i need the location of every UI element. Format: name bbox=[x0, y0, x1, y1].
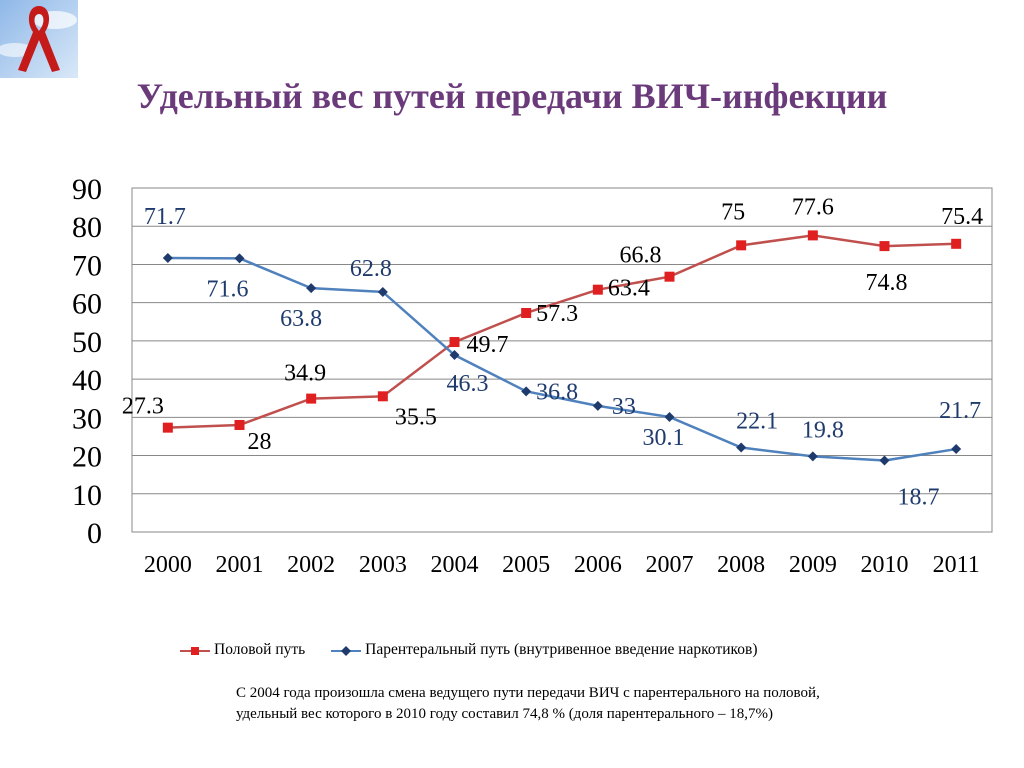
point-marker-diamond bbox=[521, 386, 532, 397]
data-label: 74.8 bbox=[866, 270, 908, 296]
point-marker-square bbox=[807, 230, 818, 241]
data-label: 66.8 bbox=[620, 243, 662, 269]
legend-item-sexual: Половой путь bbox=[180, 641, 305, 659]
point-marker-square bbox=[521, 307, 532, 318]
point-marker-diamond bbox=[879, 455, 890, 466]
data-label: 36.8 bbox=[536, 379, 578, 405]
point-marker-diamond bbox=[449, 350, 460, 361]
data-label: 75.4 bbox=[941, 204, 983, 230]
y-tick-label: 80 bbox=[72, 211, 102, 244]
legend-item-parenteral: Парентеральный путь (внутривенное введен… bbox=[331, 641, 758, 659]
page-title: Удельный вес путей передачи ВИЧ-инфекции bbox=[136, 76, 888, 116]
point-marker-diamond bbox=[951, 444, 962, 455]
y-tick-label: 50 bbox=[72, 326, 102, 359]
x-tick-label: 2011 bbox=[933, 552, 980, 578]
data-label: 35.5 bbox=[395, 404, 437, 430]
y-tick-label: 10 bbox=[72, 479, 102, 512]
point-marker-diamond bbox=[377, 286, 388, 297]
data-label: 63.8 bbox=[280, 306, 322, 332]
data-label: 71.6 bbox=[207, 276, 249, 302]
data-label: 34.9 bbox=[284, 361, 326, 387]
x-tick-label: 2008 bbox=[717, 552, 765, 578]
legend-label-sexual: Половой путь bbox=[214, 641, 306, 659]
y-axis: 0 10 20 30 40 50 60 70 80 90 bbox=[72, 173, 102, 550]
data-label: 57.3 bbox=[536, 301, 578, 327]
x-tick-label: 2002 bbox=[287, 552, 335, 578]
note-line-2: удельный вес которого в 2010 году состав… bbox=[236, 706, 773, 722]
y-tick-label: 30 bbox=[72, 402, 102, 435]
x-axis: 2000 2001 2002 2003 2004 2005 2006 2007 2008 2009… bbox=[144, 552, 980, 578]
series-line-sexual bbox=[167, 234, 957, 429]
x-tick-label: 2004 bbox=[431, 552, 479, 578]
data-label: 22.1 bbox=[736, 409, 778, 435]
data-label: 28 bbox=[248, 429, 272, 455]
data-label: 33 bbox=[612, 394, 636, 420]
point-marker-square bbox=[449, 337, 460, 348]
data-label: 30.1 bbox=[643, 425, 685, 451]
x-tick-label: 2003 bbox=[359, 552, 407, 578]
y-tick-label: 90 bbox=[72, 173, 102, 206]
data-label: 19.8 bbox=[802, 417, 844, 443]
data-labels: 27.3 28 34.9 35.5 49.7 57.3 63.4 66.8 75 77.6 74.8… bbox=[122, 194, 983, 510]
point-marker-diamond bbox=[664, 411, 675, 422]
point-marker-square bbox=[879, 241, 890, 252]
legend-label-parenteral: Парентеральный путь (внутривенное введен… bbox=[365, 641, 758, 659]
point-marker-square bbox=[736, 240, 747, 251]
x-tick-label: 2001 bbox=[216, 552, 264, 578]
plot-area bbox=[131, 187, 993, 533]
point-marker-square bbox=[234, 419, 245, 430]
data-label: 49.7 bbox=[467, 332, 509, 358]
legend-marker-diamond-icon bbox=[331, 645, 362, 656]
point-marker-diamond bbox=[162, 252, 173, 263]
x-tick-label: 2010 bbox=[861, 552, 909, 578]
data-label: 71.7 bbox=[144, 204, 186, 230]
series-lines bbox=[162, 230, 962, 466]
point-marker-diamond bbox=[736, 442, 747, 453]
data-label: 27.3 bbox=[122, 394, 164, 420]
point-marker-square bbox=[162, 422, 173, 433]
data-label: 75 bbox=[721, 199, 745, 225]
y-tick-label: 60 bbox=[72, 288, 102, 321]
x-tick-label: 2006 bbox=[574, 552, 622, 578]
data-label: 21.7 bbox=[939, 398, 981, 424]
y-tick-label: 40 bbox=[72, 364, 102, 397]
point-marker-diamond bbox=[306, 283, 317, 294]
point-marker-diamond bbox=[592, 400, 603, 411]
legend-marker-square-icon bbox=[180, 646, 210, 655]
x-tick-label: 2007 bbox=[646, 552, 694, 578]
line-chart: 0 10 20 30 40 50 60 70 80 90 2000 2001 2002 2003 2004… bbox=[72, 173, 993, 578]
point-marker-square bbox=[664, 271, 675, 282]
point-marker-square bbox=[951, 238, 962, 249]
note-line-1: С 2004 года произошла смена ведущего пут… bbox=[236, 685, 820, 701]
data-label: 46.3 bbox=[447, 371, 489, 397]
data-label: 62.8 bbox=[350, 256, 392, 282]
grid-lines bbox=[131, 187, 993, 533]
x-tick-label: 2000 bbox=[144, 552, 192, 578]
point-marker-diamond bbox=[807, 451, 818, 462]
x-tick-label: 2005 bbox=[502, 552, 550, 578]
y-tick-label: 0 bbox=[87, 517, 102, 550]
y-tick-label: 20 bbox=[72, 441, 102, 474]
data-label: 77.6 bbox=[792, 194, 834, 220]
y-tick-label: 70 bbox=[72, 249, 102, 282]
red-ribbon-icon bbox=[0, 0, 78, 78]
point-marker-square bbox=[592, 284, 603, 295]
point-marker-square bbox=[377, 391, 388, 402]
data-label: 18.7 bbox=[898, 485, 940, 511]
x-tick-label: 2009 bbox=[789, 552, 837, 578]
point-marker-square bbox=[306, 393, 317, 404]
point-marker-diamond bbox=[234, 253, 245, 264]
conclusion-note: С 2004 года произошла смена ведущего пут… bbox=[236, 683, 936, 725]
series-line-parenteral bbox=[167, 256, 957, 462]
chart-legend: Половой путь Парентеральный путь (внутри… bbox=[180, 641, 780, 659]
data-label: 63.4 bbox=[608, 276, 650, 302]
